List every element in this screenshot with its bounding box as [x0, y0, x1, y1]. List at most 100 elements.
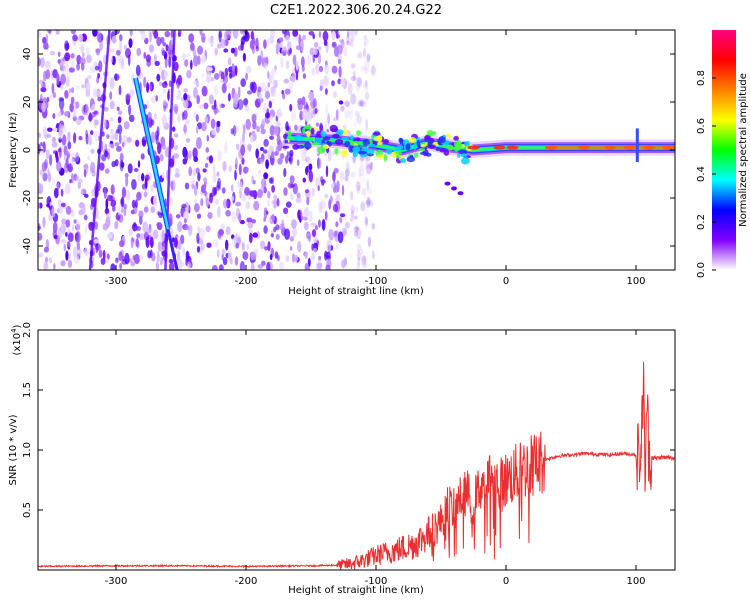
heatmap-cell	[52, 113, 56, 119]
heatmap-cell	[221, 187, 226, 194]
heatmap-cell	[365, 179, 371, 184]
heatmap-cell	[183, 99, 189, 108]
heatmap-cell	[235, 201, 242, 207]
heatmap-cell	[38, 143, 41, 155]
heatmap-cell	[117, 116, 122, 124]
heatmap-cell	[361, 187, 367, 196]
heatmap-cell	[306, 232, 311, 240]
heatmap-cell	[104, 150, 109, 158]
heatmap-cell	[269, 34, 274, 45]
heatmap-cell	[214, 99, 217, 110]
heatmap-cell	[350, 156, 356, 163]
sloped-track	[134, 77, 170, 230]
tone-blob	[398, 137, 404, 143]
heatmap-cell	[266, 262, 271, 270]
heatmap-cell	[164, 57, 168, 69]
heatmap-cell	[263, 172, 269, 180]
tone-blob	[367, 149, 375, 155]
heatmap-cell	[246, 167, 249, 172]
heatmap-cell	[202, 168, 207, 173]
heatmap-cell	[322, 30, 329, 42]
heatmap-cell	[81, 104, 88, 116]
heatmap-cell	[107, 194, 113, 202]
heatmap-cell	[41, 161, 48, 172]
heatmap-cell	[359, 172, 362, 177]
heatmap-cell	[191, 184, 195, 190]
tone-blob	[445, 133, 452, 138]
heatmap-cell	[53, 263, 56, 270]
heatmap-cell	[85, 47, 90, 55]
heatmap-cell	[331, 30, 336, 41]
heatmap-cell	[263, 102, 267, 115]
heatmap-cell	[239, 219, 245, 225]
tone-blob	[405, 143, 411, 151]
heatmap-cell	[67, 141, 72, 150]
heatmap-cell	[67, 131, 71, 142]
heatmap-cell	[167, 90, 170, 102]
heatmap-cell	[269, 135, 275, 140]
heatmap-cell	[308, 163, 313, 171]
tone-blob	[418, 148, 426, 152]
snr-series-line	[38, 361, 675, 570]
heatmap-cell	[131, 73, 135, 85]
heatmap-cell	[356, 260, 360, 270]
heatmap-cell	[242, 52, 246, 62]
heatmap-cell	[203, 102, 209, 110]
heatmap-cell	[201, 55, 207, 63]
x-tick-label: -100	[365, 276, 388, 287]
heatmap-cell	[299, 40, 305, 52]
heatmap-cell	[343, 210, 347, 221]
heatmap-cell	[283, 187, 288, 196]
tone-blob	[400, 158, 407, 163]
heatmap-cell	[109, 117, 114, 122]
heatmap-cell	[60, 84, 64, 91]
heatmap-cell	[308, 210, 313, 223]
heatmap-cell	[187, 261, 192, 269]
heatmap-cell	[76, 242, 81, 251]
heatmap-cell	[317, 157, 320, 170]
colorbar-tick-label: 0.4	[696, 166, 707, 182]
heatmap-cell	[276, 198, 280, 207]
tone-blob	[322, 144, 330, 150]
heatmap-cell	[55, 30, 60, 35]
heatmap-cell	[110, 263, 116, 270]
heatmap-cell	[60, 188, 64, 197]
tone-blob	[304, 141, 312, 150]
heatmap-cell	[261, 178, 267, 188]
heatmap-cell	[162, 99, 167, 106]
heatmap-cell	[66, 150, 70, 160]
heatmap-cell	[277, 254, 280, 262]
heatmap-cell	[60, 239, 66, 244]
heatmap-cell	[348, 111, 353, 121]
tone-blob	[376, 154, 385, 159]
heatmap-cell	[289, 103, 293, 112]
heatmap-cell	[93, 239, 99, 244]
heatmap-cell	[345, 81, 351, 86]
heatmap-cell	[313, 47, 318, 56]
heatmap-cell	[222, 198, 228, 209]
tone-blob	[432, 131, 437, 136]
heatmap-cell	[128, 38, 133, 49]
heatmap-cell	[341, 184, 345, 196]
heatmap-cell	[194, 203, 200, 213]
heatmap-cell	[146, 227, 151, 235]
heatmap-cell	[201, 121, 207, 132]
figure-title: C2E1.2022.306.20.24.G22	[270, 3, 442, 18]
heatmap-cell	[69, 152, 76, 158]
y-tick-label: 1.5	[22, 382, 33, 398]
heatmap-cell	[52, 69, 58, 79]
heatmap-cell	[103, 187, 107, 199]
heatmap-cell	[72, 224, 75, 232]
heatmap-cell	[150, 95, 157, 104]
heatmap-cell	[56, 161, 62, 173]
snr-y-ticks: 0.5 1.0 1.5 2.0	[22, 322, 675, 518]
tone-blob	[302, 127, 306, 135]
heatmap-cell	[168, 56, 172, 68]
heatmap-cell	[213, 72, 220, 80]
spectrogram-heatmap	[38, 30, 675, 270]
heatmap-cell	[355, 225, 359, 231]
heatmap-cell	[285, 60, 290, 70]
colorbar-tick-label: 0.2	[696, 214, 707, 230]
heatmap-cell	[251, 218, 256, 224]
heatmap-cell	[38, 252, 44, 258]
